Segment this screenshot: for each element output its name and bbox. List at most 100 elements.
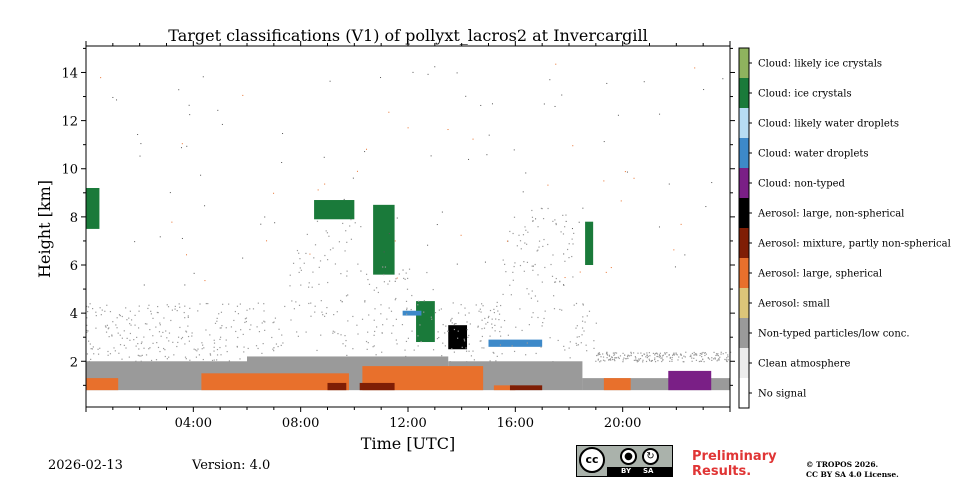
return-dot: [119, 344, 122, 346]
return-dot: [519, 308, 521, 310]
return-dot: [222, 303, 224, 305]
return-dot: [93, 353, 95, 355]
return-dot: [568, 347, 570, 349]
return-dot: [364, 300, 366, 302]
return-dot: [180, 338, 183, 340]
return-dot: [531, 265, 533, 267]
return-dot: [673, 354, 676, 356]
return-dot: [561, 94, 563, 96]
return-dot: [609, 358, 611, 361]
return-dot: [185, 358, 187, 360]
return-dot: [407, 277, 409, 280]
return-dot: [563, 284, 565, 286]
return-dot: [701, 353, 703, 355]
return-dot: [500, 304, 502, 307]
colorbar-label: Aerosol: small: [757, 299, 830, 310]
return-dot: [499, 344, 502, 346]
return-dot: [543, 317, 545, 320]
return-dot: [150, 310, 152, 312]
return-dot: [90, 358, 92, 360]
return-dot: [200, 174, 202, 176]
return-dot: [581, 327, 584, 329]
return-dot: [106, 324, 108, 326]
return-dot: [453, 323, 455, 326]
x-axis: 04:00 08:00 12:00 16:00 20:00: [85, 41, 731, 431]
return-dot: [436, 337, 439, 340]
return-dot: [390, 310, 393, 312]
return-dot: [167, 306, 170, 308]
return-dot: [189, 114, 191, 116]
return-dot: [155, 359, 158, 361]
return-dot: [495, 318, 497, 320]
return-dot: [100, 77, 102, 79]
return-dot: [136, 336, 138, 338]
return-dot: [660, 357, 662, 359]
return-dot: [571, 255, 573, 258]
return-dot: [320, 300, 322, 302]
return-dot: [691, 357, 693, 359]
return-dot: [528, 324, 530, 326]
colorbar-swatch: [739, 108, 749, 138]
return-dot: [571, 228, 573, 230]
return-dot: [368, 283, 371, 285]
return-dot: [519, 264, 522, 267]
return-dot: [658, 356, 660, 358]
colorbar-swatch: [739, 318, 749, 348]
return-dot: [257, 347, 259, 350]
return-dot: [562, 214, 564, 216]
return-dot: [274, 317, 277, 319]
return-dot: [477, 326, 479, 328]
return-dot: [669, 356, 671, 359]
return-dot: [617, 356, 620, 358]
return-dot: [88, 340, 90, 342]
return-dot: [367, 278, 369, 281]
return-dot: [157, 311, 159, 314]
return-dot: [413, 360, 415, 362]
return-dot: [374, 330, 376, 333]
return-dot: [526, 243, 528, 245]
return-dot: [423, 300, 425, 302]
return-dot: [538, 240, 541, 242]
return-dot: [406, 288, 409, 290]
return-dot: [197, 310, 199, 312]
return-dot: [564, 349, 566, 351]
return-dot: [447, 330, 449, 332]
return-dot: [171, 221, 173, 223]
return-dot: [494, 330, 496, 332]
return-dot: [600, 360, 602, 362]
return-dot: [585, 344, 587, 346]
return-dot: [196, 350, 198, 352]
return-dot: [149, 328, 151, 331]
return-dot: [209, 353, 211, 355]
return-dot: [86, 324, 88, 326]
return-dot: [563, 345, 565, 347]
return-dot: [633, 177, 635, 179]
return-dot: [465, 95, 467, 97]
return-dot: [346, 275, 348, 277]
return-dot: [513, 149, 515, 151]
return-dot: [711, 359, 713, 361]
return-dot: [652, 352, 655, 355]
return-dot: [388, 233, 390, 235]
region-21: [488, 339, 543, 347]
return-dot: [104, 310, 106, 312]
return-dot: [317, 189, 319, 191]
return-dot: [395, 297, 397, 300]
return-dot: [380, 357, 382, 360]
return-dot: [638, 358, 640, 360]
return-dot: [306, 233, 308, 236]
return-dot: [701, 352, 703, 354]
return-dot: [650, 360, 652, 362]
return-dot: [374, 308, 376, 310]
return-dot: [203, 347, 205, 349]
return-dot: [483, 327, 486, 329]
return-dot: [634, 356, 637, 358]
return-dot: [648, 352, 651, 354]
return-dot: [482, 305, 484, 307]
return-dot: [177, 341, 179, 344]
return-dot: [579, 271, 581, 273]
return-dot: [452, 302, 454, 304]
return-dot: [560, 231, 562, 233]
return-dot: [599, 361, 601, 363]
return-dot: [470, 355, 473, 357]
